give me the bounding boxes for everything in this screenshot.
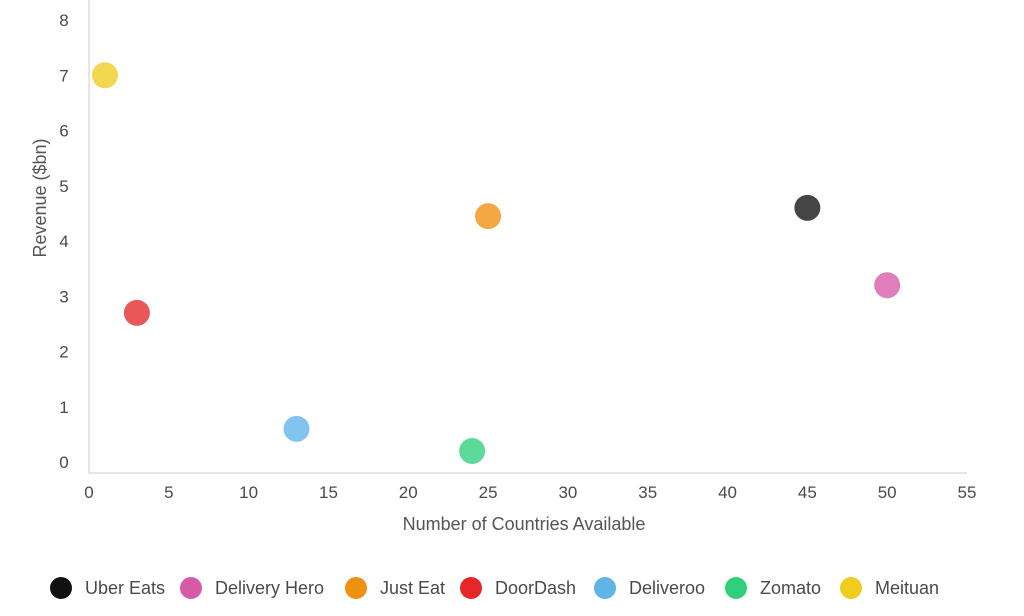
legend-item: Uber Eats xyxy=(50,577,165,599)
data-point xyxy=(283,415,310,442)
data-point xyxy=(874,272,901,299)
data-point xyxy=(794,194,821,221)
legend-marker xyxy=(345,577,367,599)
y-tick-label: 4 xyxy=(59,232,68,251)
y-tick-label: 7 xyxy=(59,66,68,85)
legend-marker xyxy=(50,577,72,599)
y-tick-label: 6 xyxy=(59,122,68,141)
legend-item: Deliveroo xyxy=(594,577,705,599)
x-tick-labels: 0 5 10 15 20 25 30 35 40 45 50 55 xyxy=(84,483,976,502)
data-points xyxy=(91,62,901,464)
y-tick-label: 1 xyxy=(59,398,68,417)
legend-item: Delivery Hero xyxy=(180,577,324,599)
legend-label: Zomato xyxy=(760,578,821,598)
y-tick-label: 2 xyxy=(59,343,68,362)
legend-item: DoorDash xyxy=(460,577,576,599)
y-tick-label: 3 xyxy=(59,287,68,306)
y-tick-label: 5 xyxy=(59,177,68,196)
legend-label: Meituan xyxy=(875,578,939,598)
legend-item: Just Eat xyxy=(345,577,445,599)
x-tick-label: 35 xyxy=(638,483,657,502)
legend-marker xyxy=(460,577,482,599)
data-point xyxy=(91,62,118,89)
x-tick-label: 55 xyxy=(958,483,977,502)
legend-item: Zomato xyxy=(725,577,821,599)
x-tick-label: 15 xyxy=(319,483,338,502)
x-tick-label: 5 xyxy=(164,483,173,502)
x-tick-label: 20 xyxy=(399,483,418,502)
x-tick-label: 10 xyxy=(239,483,258,502)
legend-marker xyxy=(725,577,747,599)
x-tick-label: 0 xyxy=(84,483,93,502)
legend-label: DoorDash xyxy=(495,578,576,598)
legend-marker xyxy=(840,577,862,599)
x-tick-label: 50 xyxy=(878,483,897,502)
x-tick-label: 40 xyxy=(718,483,737,502)
x-axis-label: Number of Countries Available xyxy=(403,514,646,534)
data-point xyxy=(459,437,486,464)
legend-label: Delivery Hero xyxy=(215,578,324,598)
x-tick-label: 30 xyxy=(558,483,577,502)
legend-marker xyxy=(180,577,202,599)
y-tick-label: 8 xyxy=(59,11,68,30)
legend-label: Deliveroo xyxy=(629,578,705,598)
legend-marker xyxy=(594,577,616,599)
x-tick-label: 45 xyxy=(798,483,817,502)
legend-label: Uber Eats xyxy=(85,578,165,598)
y-tick-labels: 0 1 2 3 4 5 6 7 8 xyxy=(59,11,68,472)
y-axis-label: Revenue ($bn) xyxy=(30,138,50,257)
data-point xyxy=(475,203,502,230)
x-tick-label: 25 xyxy=(479,483,498,502)
y-tick-label: 0 xyxy=(59,453,68,472)
legend-label: Just Eat xyxy=(380,578,445,598)
legend: Uber Eats Delivery Hero Just Eat DoorDash De… xyxy=(50,577,939,599)
legend-item: Meituan xyxy=(840,577,939,599)
data-point xyxy=(123,299,150,326)
